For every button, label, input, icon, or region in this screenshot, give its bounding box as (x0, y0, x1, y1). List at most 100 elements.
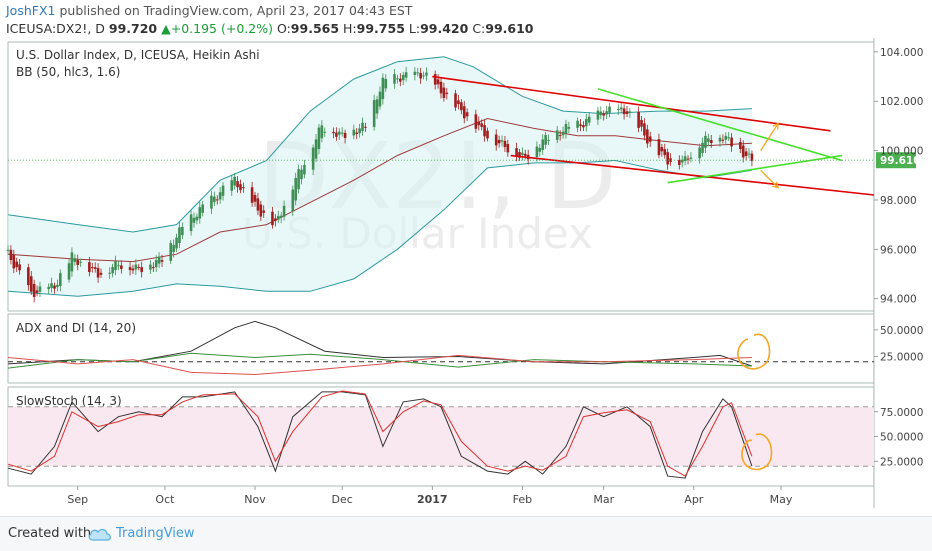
candle-body (483, 125, 486, 137)
adx-series-adx (7, 320, 753, 367)
price-axis-tick-label: 102.000 (880, 96, 923, 108)
time-axis-label: Nov (244, 493, 266, 506)
candle-body (53, 285, 56, 289)
quote-line: ICEUSA:DX2!, D 99.720 ▲+0.195 (+0.2%) O:… (6, 21, 534, 36)
candle-body (236, 181, 239, 188)
price-chart[interactable]: DX2!, DU.S. Dollar Index99.610104.000102… (0, 38, 932, 516)
candle-body (724, 135, 728, 140)
publish-text: published on TradingView.com, April 23, … (59, 3, 413, 18)
candle-body (297, 169, 300, 190)
time-axis-label: 2017 (417, 493, 448, 506)
candle-body (619, 107, 623, 110)
candle-body (622, 108, 626, 115)
low-label: L: (408, 21, 421, 36)
adx-pane-title: ADX and DI (14, 20) (16, 321, 136, 335)
candle-body (323, 131, 327, 133)
candle-body (12, 254, 16, 269)
candle-body (56, 284, 59, 288)
candle-body (709, 140, 713, 144)
candle-body (213, 196, 216, 203)
candle-body (518, 152, 521, 158)
candle-body (291, 189, 295, 212)
candle-body (561, 131, 565, 136)
candle-body (401, 75, 405, 81)
candle-body (259, 204, 263, 217)
candle-body (686, 158, 690, 160)
forecast-arrow (760, 123, 779, 151)
stoch-series-stoch_d (7, 390, 753, 477)
cloud-logo-icon[interactable] (88, 527, 112, 541)
candle-body (523, 153, 527, 156)
candle-body (538, 147, 542, 152)
candle-body (500, 140, 504, 142)
candle-body (90, 267, 94, 269)
candle-body (599, 111, 603, 116)
candle-body (582, 125, 585, 128)
price-axis-tick-label: 96.000 (880, 244, 917, 256)
candle-body (131, 268, 135, 271)
candle-body (663, 149, 667, 156)
arrow-head-icon (772, 181, 780, 189)
price-axis-tick-label: 94.000 (880, 294, 917, 306)
candle-body (140, 267, 143, 273)
open-value: 99.565 (290, 21, 340, 36)
candle-body (311, 147, 315, 170)
candle-body (93, 267, 97, 269)
close-value: 99.610 (485, 21, 534, 36)
candle-body (215, 199, 219, 201)
candle-body (739, 141, 742, 149)
candle-body (230, 180, 234, 191)
candle-body (76, 260, 80, 265)
time-axis-label: Mar (593, 493, 614, 506)
stoch-pane-title: SlowStoch (14, 3) (16, 394, 122, 408)
candle-body (585, 119, 588, 127)
candle-body (460, 102, 463, 111)
candle-body (596, 110, 600, 120)
candle-body (221, 185, 225, 196)
candle-body (253, 195, 257, 202)
change-value: +0.195 (+0.2%) (170, 21, 273, 36)
candle-body (18, 264, 21, 271)
open-label: O: (276, 21, 291, 36)
candle-body (677, 160, 681, 165)
candle-body (375, 99, 379, 114)
candle-body (178, 227, 181, 244)
candle-body (70, 252, 74, 272)
candle-body (602, 113, 606, 116)
candle-body (436, 79, 440, 85)
stoch-axis-tick-label: 50.0000 (880, 432, 923, 444)
candle-body (99, 272, 103, 275)
candle-body (555, 130, 559, 140)
price-axis-tick-label: 100.000 (880, 146, 923, 158)
candle-body (361, 122, 364, 131)
candle-body (680, 159, 684, 163)
candle-body (160, 260, 164, 262)
forecast-arrow (760, 169, 779, 189)
candle-body (457, 100, 460, 105)
stoch-axis-tick-label: 25.0000 (880, 456, 923, 468)
candle-body (535, 146, 539, 158)
candle-body (477, 121, 481, 126)
stoch-annotation-circle (741, 433, 773, 471)
candle-body (637, 111, 640, 128)
stoch-axis-tick-label: 75.0000 (880, 407, 923, 419)
adx-series-di_minus (7, 354, 752, 376)
candle-body (134, 264, 138, 270)
candle-body (698, 147, 701, 159)
price-axis-tick-label: 98.000 (880, 195, 917, 207)
candle-body (683, 156, 687, 162)
bb-indicator-label: BB (50, hlc3, 1.6) (16, 65, 120, 79)
candle-body (192, 217, 196, 223)
time-axis-label: Sep (67, 493, 88, 506)
candle-body (198, 207, 202, 219)
candle-body (314, 139, 318, 159)
candle-body (15, 261, 19, 268)
candle-body (465, 112, 469, 117)
candle-body (9, 249, 13, 261)
author-link[interactable]: JoshFX1 (6, 3, 56, 18)
candle-body (343, 132, 347, 139)
candle-body (503, 140, 507, 148)
tradingview-brand[interactable]: TradingView (116, 526, 195, 541)
candle-body (201, 204, 205, 213)
candle-body (404, 72, 408, 78)
